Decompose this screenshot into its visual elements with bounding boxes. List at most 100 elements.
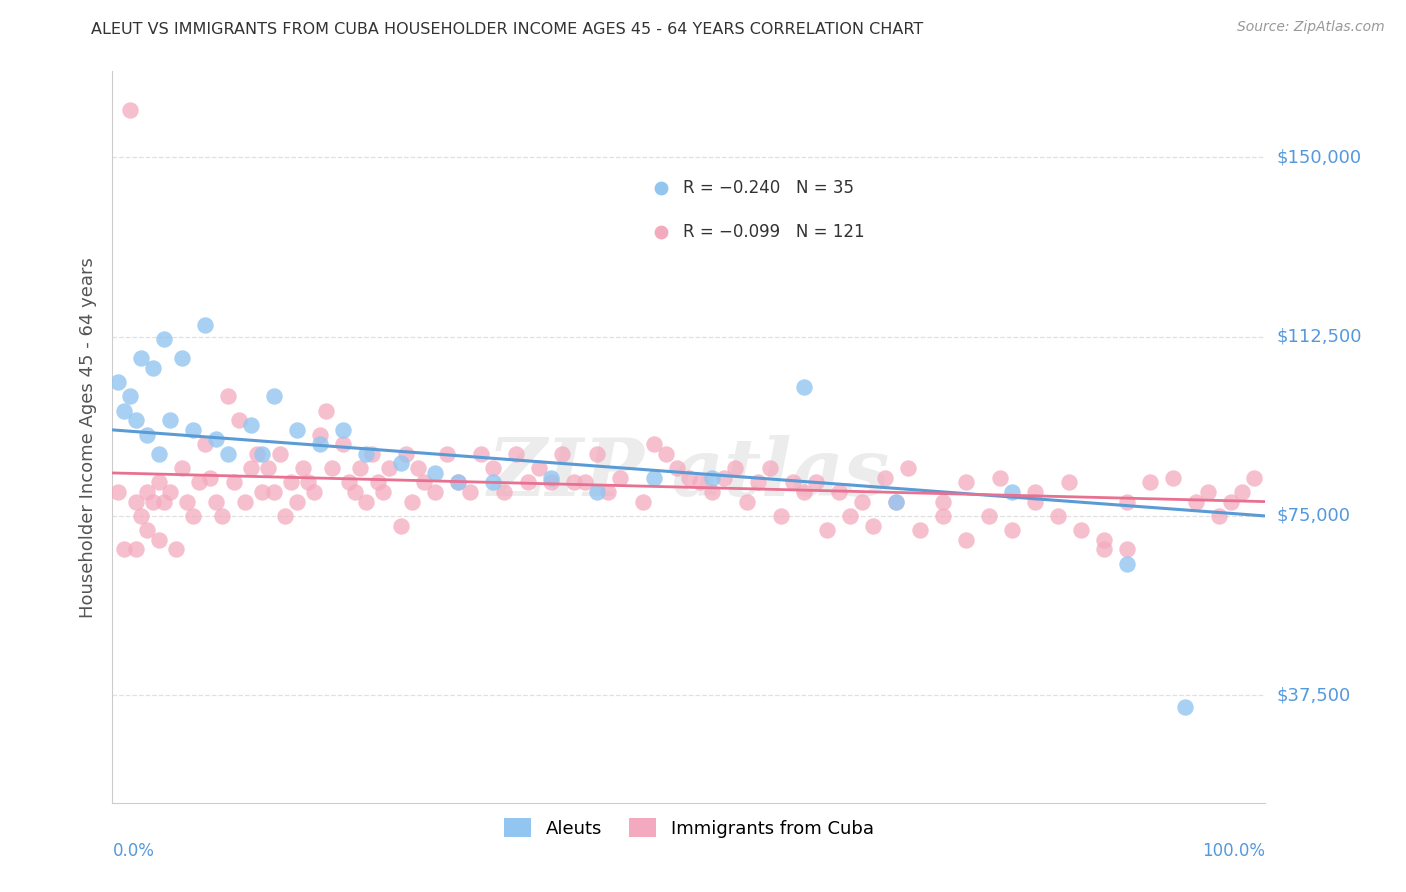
Text: $37,500: $37,500 <box>1277 686 1351 705</box>
Point <box>188 475 211 490</box>
Text: $150,000: $150,000 <box>1277 148 1361 167</box>
Point <box>713 471 735 485</box>
Point <box>1001 485 1024 500</box>
Text: 0.0%: 0.0% <box>112 842 155 860</box>
Point <box>425 466 447 480</box>
Point <box>354 494 377 508</box>
Point <box>828 485 851 500</box>
Point <box>1070 524 1092 538</box>
Point <box>1092 542 1115 557</box>
Legend: Aleuts, Immigrants from Cuba: Aleuts, Immigrants from Cuba <box>496 811 882 845</box>
Point <box>678 471 700 485</box>
Point <box>747 475 769 490</box>
Point <box>447 475 470 490</box>
Point <box>200 471 222 485</box>
Point <box>309 437 332 451</box>
Point <box>425 485 447 500</box>
Point <box>470 447 492 461</box>
Point <box>285 494 308 508</box>
Point <box>977 508 1000 523</box>
Point <box>205 433 228 447</box>
Point <box>129 508 153 523</box>
Point <box>291 461 314 475</box>
Point <box>482 461 505 475</box>
Point <box>1139 475 1161 490</box>
Point <box>252 447 274 461</box>
Point <box>886 494 908 508</box>
Point <box>758 461 780 475</box>
Point <box>494 485 516 500</box>
Point <box>655 447 678 461</box>
Point <box>782 475 804 490</box>
Point <box>598 485 620 500</box>
Point <box>412 475 434 490</box>
Point <box>540 471 562 485</box>
Point <box>585 485 607 500</box>
Point <box>309 427 332 442</box>
Point <box>931 494 953 508</box>
Point <box>908 524 931 538</box>
Point <box>354 447 377 461</box>
Point <box>142 360 165 375</box>
Point <box>631 494 654 508</box>
Point <box>107 485 129 500</box>
Point <box>1001 524 1024 538</box>
Point <box>574 475 596 490</box>
Point <box>228 413 250 427</box>
Point <box>585 447 607 461</box>
Point <box>1116 542 1139 557</box>
Point <box>540 475 562 490</box>
Point <box>159 485 181 500</box>
Point <box>124 494 146 508</box>
Point <box>217 447 239 461</box>
Point <box>274 508 297 523</box>
Point <box>1243 471 1265 485</box>
Point <box>839 508 862 523</box>
Point <box>793 380 815 394</box>
Point <box>142 494 165 508</box>
Point <box>176 494 198 508</box>
Point <box>343 485 366 500</box>
Point <box>211 508 233 523</box>
Point <box>1185 494 1208 508</box>
Point <box>205 494 228 508</box>
Point <box>931 508 953 523</box>
Point <box>988 471 1011 485</box>
Point <box>689 475 711 490</box>
Point <box>1059 475 1081 490</box>
Point <box>700 485 723 500</box>
Text: ZIP atlas: ZIP atlas <box>488 435 890 512</box>
Point <box>1232 485 1254 500</box>
Text: R = −0.099   N = 121: R = −0.099 N = 121 <box>683 223 865 241</box>
Point <box>107 375 129 389</box>
Point <box>367 475 389 490</box>
Point <box>222 475 245 490</box>
Point <box>955 475 977 490</box>
Point <box>458 485 481 500</box>
Point <box>148 475 170 490</box>
Point <box>406 461 429 475</box>
Point <box>804 475 827 490</box>
Point <box>1092 533 1115 547</box>
Point <box>650 225 672 239</box>
Point <box>170 461 193 475</box>
Text: ALEUT VS IMMIGRANTS FROM CUBA HOUSEHOLDER INCOME AGES 45 - 64 YEARS CORRELATION : ALEUT VS IMMIGRANTS FROM CUBA HOUSEHOLDE… <box>91 22 924 37</box>
Point <box>551 447 574 461</box>
Point <box>724 461 747 475</box>
Y-axis label: Householder Income Ages 45 - 64 years: Householder Income Ages 45 - 64 years <box>79 257 97 617</box>
Point <box>252 485 274 500</box>
Point <box>257 461 280 475</box>
Point <box>1116 494 1139 508</box>
Point <box>181 508 204 523</box>
Point <box>233 494 256 508</box>
Point <box>304 485 326 500</box>
Point <box>1174 700 1197 714</box>
Point <box>285 423 308 437</box>
Point <box>389 518 412 533</box>
Point <box>269 447 291 461</box>
Point <box>112 404 135 418</box>
Point <box>315 404 337 418</box>
Point <box>217 389 239 403</box>
Point <box>124 542 146 557</box>
Point <box>1219 494 1241 508</box>
